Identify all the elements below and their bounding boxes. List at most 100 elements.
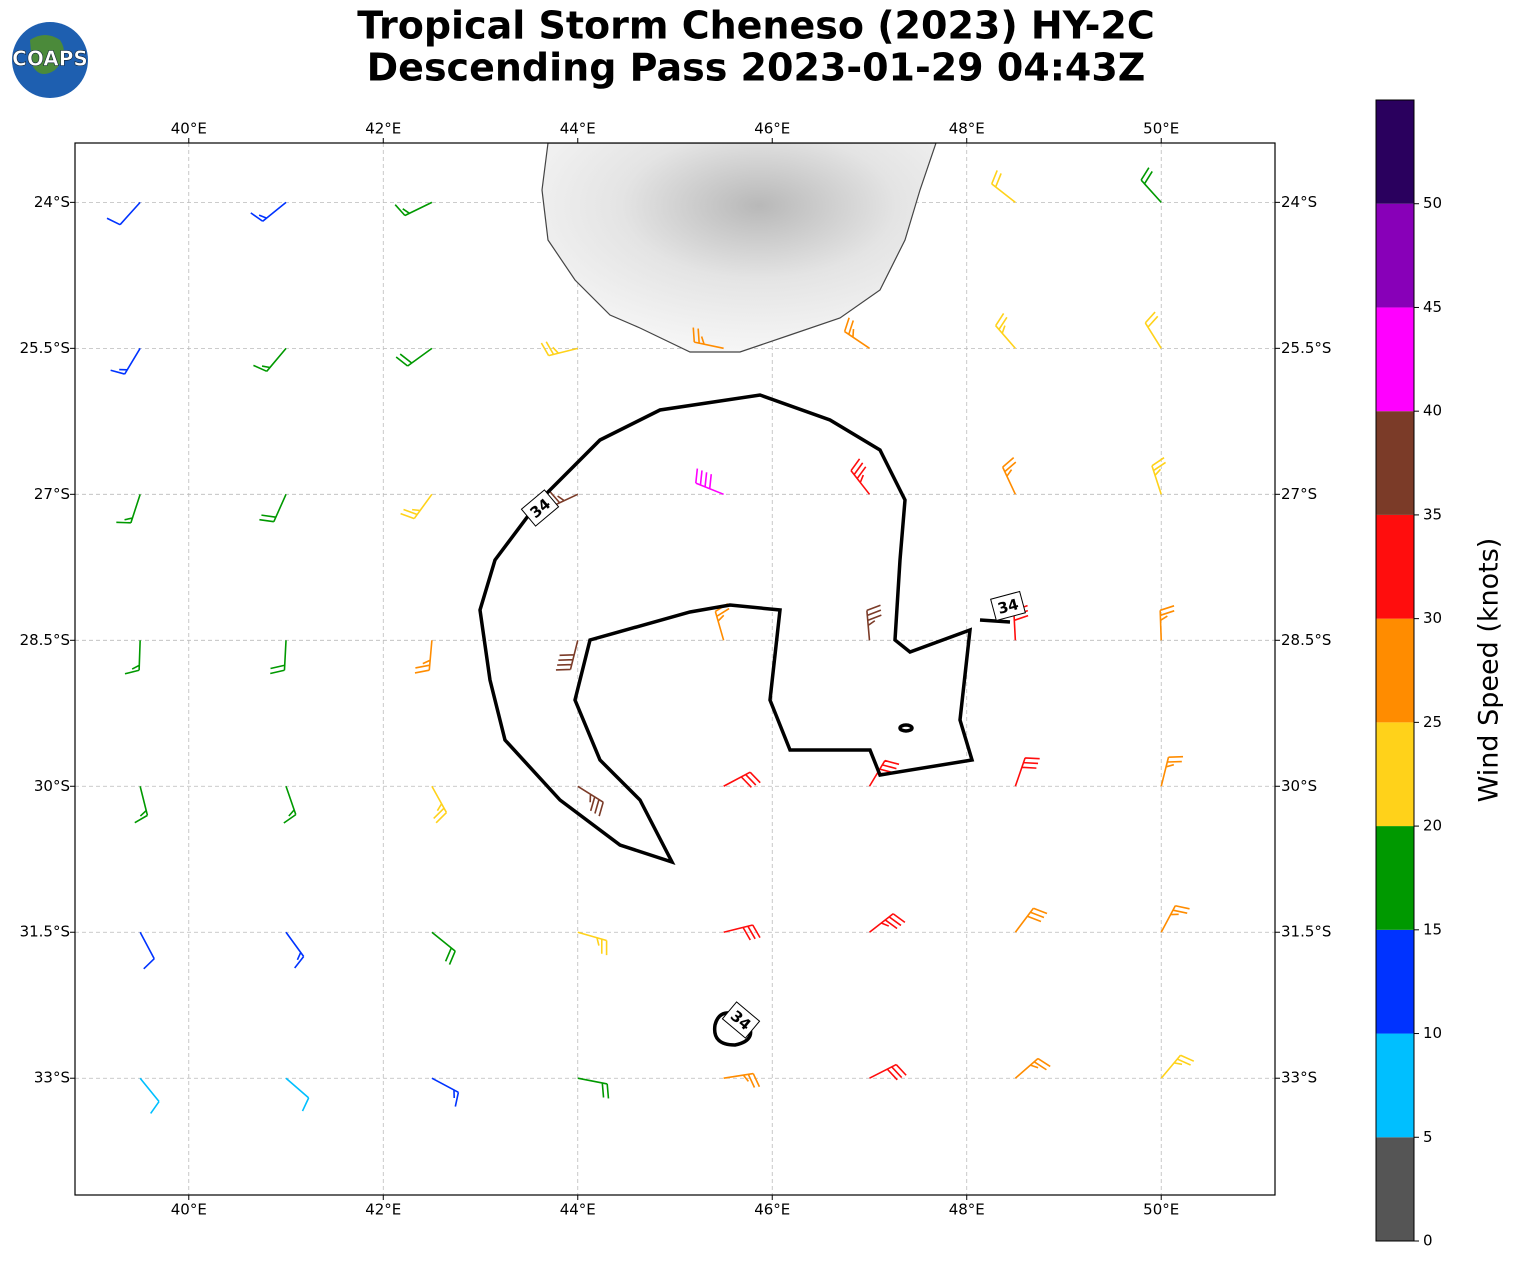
x-tick-label: 48°E xyxy=(949,1201,985,1219)
colorbar-bin xyxy=(1376,1033,1414,1138)
colorbar-frame xyxy=(1375,99,1415,1242)
colorbar-tick-label: 10 xyxy=(1423,1024,1442,1042)
wind-barb xyxy=(253,347,287,373)
wind-barb xyxy=(250,201,287,222)
logo-text: COAPS xyxy=(12,47,88,71)
wind-barb xyxy=(394,201,433,217)
colorbar-tick-label: 50 xyxy=(1423,194,1442,212)
wind-barb xyxy=(1160,755,1184,787)
wind-barb xyxy=(843,317,870,350)
logo-land xyxy=(30,35,64,74)
colorbar-tick-label: 45 xyxy=(1423,298,1442,316)
colorbar-tick-label: 30 xyxy=(1423,609,1442,627)
wind-barb xyxy=(1014,907,1048,933)
y-tick-label: 24°S xyxy=(1281,193,1317,211)
wind-barb xyxy=(134,786,149,824)
wind-barb xyxy=(139,931,155,970)
wind-barb xyxy=(1151,456,1167,495)
colorbar-bin xyxy=(1376,203,1414,308)
x-tick-label: 42°E xyxy=(365,120,401,138)
x-tick-label: 46°E xyxy=(754,120,790,138)
wind-barb xyxy=(555,640,579,671)
colorbar-label: Wind Speed (knots) xyxy=(1474,538,1505,803)
wind-barb xyxy=(995,313,1016,349)
wind-barb xyxy=(1160,1054,1195,1079)
contour-label-box xyxy=(520,489,560,527)
wind-barb xyxy=(285,1077,310,1112)
wind-barb xyxy=(259,493,287,523)
axes-frame xyxy=(74,142,1276,1196)
x-tick-label: 44°E xyxy=(560,1201,596,1219)
wind-barb xyxy=(1159,605,1175,641)
x-tick-label: 40°E xyxy=(171,1201,207,1219)
wind-barb xyxy=(714,603,730,641)
wind-barb xyxy=(285,931,305,969)
colorbar-bin xyxy=(1376,722,1414,827)
wind-barb xyxy=(723,771,761,788)
y-tick-label: 31.5°S xyxy=(1281,923,1331,941)
wind-barb xyxy=(431,785,448,824)
chart-title: Tropical Storm Cheneso (2023) HY-2C xyxy=(357,4,1155,48)
wind-barb xyxy=(400,493,433,520)
colorbar-tick-label: 5 xyxy=(1423,1128,1433,1146)
x-tick-label: 42°E xyxy=(365,1201,401,1219)
wind-barb xyxy=(869,1063,907,1081)
wind-barb xyxy=(116,494,141,524)
wind-barb xyxy=(723,1072,761,1088)
grid xyxy=(75,143,1275,1195)
wind-barb xyxy=(695,468,724,496)
y-tick-label: 24°S xyxy=(34,193,70,211)
x-tick-label: 46°E xyxy=(754,1201,790,1219)
wind-barb xyxy=(577,1077,610,1099)
y-tick-label: 31.5°S xyxy=(20,923,70,941)
x-tick-label: 48°E xyxy=(949,120,985,138)
colorbar-bin xyxy=(1376,1137,1414,1241)
x-tick-label: 44°E xyxy=(560,120,596,138)
colorbar-tick-label: 15 xyxy=(1423,920,1442,938)
wind-barbs xyxy=(106,167,1195,1114)
wind-barb xyxy=(283,786,297,824)
colorbar-bin xyxy=(1376,514,1414,619)
wind-barb xyxy=(110,347,141,375)
y-tick-label: 33°S xyxy=(1281,1069,1317,1087)
x-tick-label: 50°E xyxy=(1143,1201,1179,1219)
y-tick-label: 28.5°S xyxy=(20,631,70,649)
wind-barb xyxy=(1001,456,1017,495)
y-tick-label: 28.5°S xyxy=(1281,631,1331,649)
madagascar xyxy=(541,143,937,353)
contour-34 xyxy=(712,1011,753,1047)
wind-barb xyxy=(1140,167,1162,203)
wind-barb xyxy=(692,327,724,350)
colorbar-bin xyxy=(1376,826,1414,930)
x-tick-label: 40°E xyxy=(171,120,207,138)
wind-barb xyxy=(866,604,882,641)
contour-label: 34 xyxy=(996,595,1021,618)
wind-barb xyxy=(431,931,456,965)
colorbar-bin xyxy=(1376,618,1414,723)
y-tick-label: 33°S xyxy=(34,1069,70,1087)
wind-barb xyxy=(431,1077,460,1107)
colorbar: 0 5 10 15 20 25 30 35 40 45 50 xyxy=(1375,99,1442,1250)
wind-barb xyxy=(1144,311,1162,349)
chart-subtitle: Descending Pass 2023-01-29 04:43Z xyxy=(367,46,1146,90)
contour-label-box xyxy=(990,590,1026,622)
wind-barb xyxy=(395,347,433,367)
wind-barb xyxy=(540,341,578,357)
wind-barb xyxy=(723,924,761,941)
y-tick-label: 30°S xyxy=(34,777,70,795)
wind-barb xyxy=(414,640,433,674)
y-tick-label: 25.5°S xyxy=(20,339,70,357)
wind-barb xyxy=(1014,757,1040,787)
colorbar-bin xyxy=(1376,929,1414,1034)
wind-barb xyxy=(990,170,1016,203)
map-area: 34 34 34 xyxy=(106,143,1195,1114)
colorbar-tick-label: 0 xyxy=(1423,1232,1433,1250)
contour-34 xyxy=(478,393,975,865)
wind-barb xyxy=(868,759,900,787)
y-tick-label: 25.5°S xyxy=(1281,339,1331,357)
wind-barb xyxy=(270,640,287,675)
logo: COAPS xyxy=(12,22,88,98)
colorbar-tick-label: 25 xyxy=(1423,713,1442,731)
wind-barb xyxy=(577,785,604,817)
